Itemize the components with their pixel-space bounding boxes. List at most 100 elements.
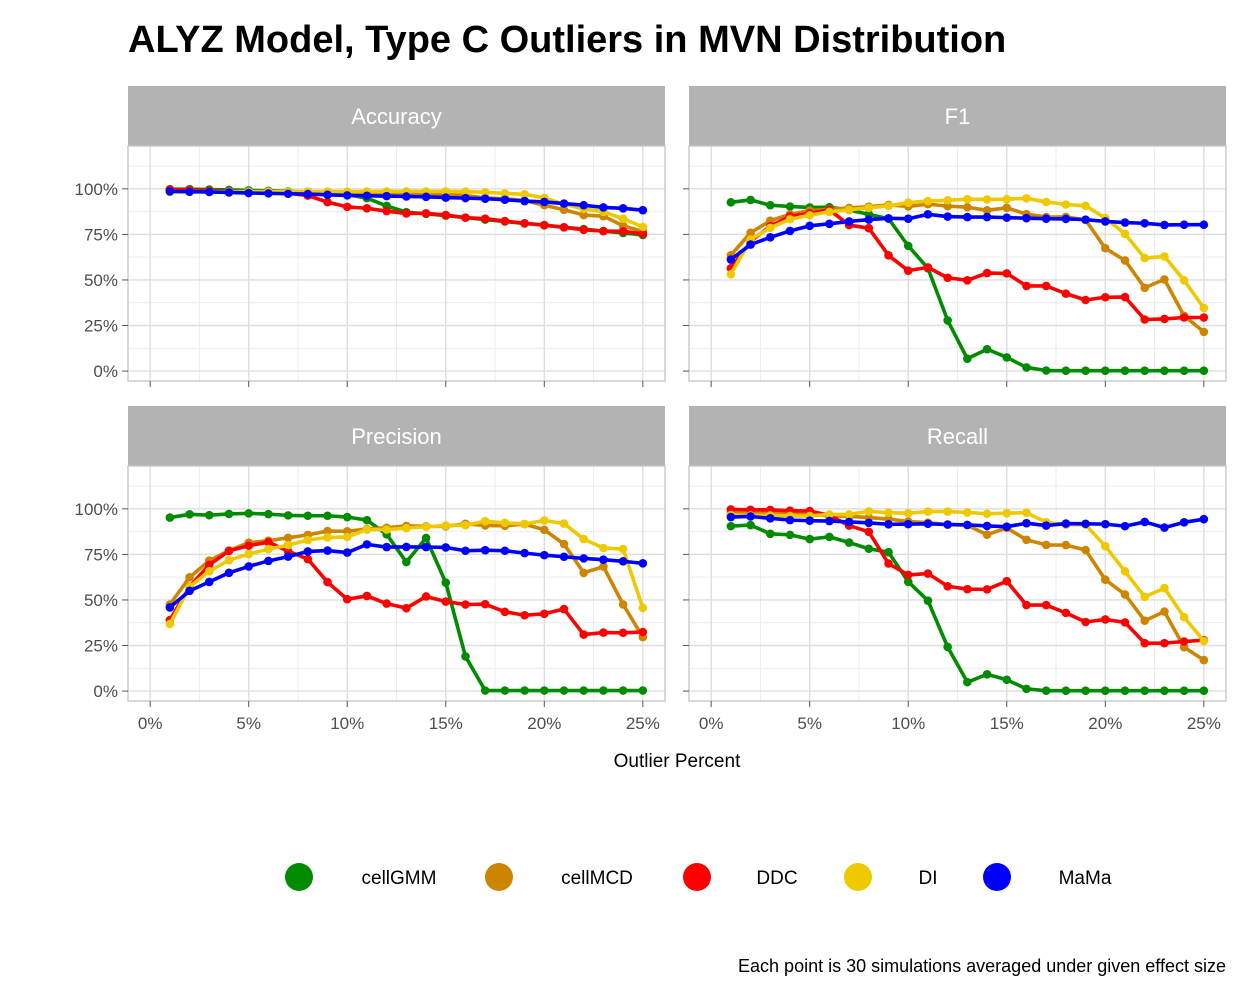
data-point-cellgmm [1160,366,1169,376]
data-point-mama [844,217,854,226]
data-point-mama [480,545,490,555]
strip-accuracy [128,86,665,146]
data-point-ddc [963,584,972,594]
data-point-di [884,508,893,517]
data-point-ddc [618,628,628,638]
data-point-cellmcd [579,210,589,220]
panel-f1: F1 [683,86,1227,387]
legend: cellGMM cellMCD DDC DI MaMa [285,863,1112,891]
legend-item-ddc: DDC [683,863,798,891]
data-point-cellgmm [618,686,628,695]
legend-item-cellgmm: cellGMM [285,863,436,891]
data-point-di [982,195,992,204]
data-point-cellgmm [303,511,313,521]
chart-title: ALYZ Model, Type C Outliers in MVN Distr… [128,19,1006,61]
y-tick-label: 100% [75,180,118,199]
data-point-mama [884,520,893,529]
data-point-cellgmm [244,509,254,518]
data-point-mama [579,554,589,563]
data-point-ddc [323,577,332,587]
data-point-di [559,519,569,528]
data-point-di [923,196,933,206]
data-point-ddc [382,206,391,216]
data-point-cellgmm [746,195,755,205]
data-point-di [825,207,834,217]
data-point-cellgmm [1140,686,1150,696]
data-point-mama [382,191,391,201]
data-point-di [1002,508,1012,518]
data-point-ddc [1120,292,1130,302]
data-point-ddc [923,263,933,272]
data-point-mama [1179,220,1189,230]
data-point-mama [765,233,775,242]
data-point-mama [520,196,529,206]
data-point-cellgmm [765,200,775,210]
x-axis-title: Outlier Percent [614,751,741,772]
data-point-mama [1199,514,1209,524]
data-point-cellgmm [785,530,795,540]
data-point-mama [805,221,815,231]
data-point-di [903,508,913,518]
panel-recall: Recall 0% 5% 10% 15% 20% 25% [683,406,1227,733]
series-cellgmm [165,509,648,695]
data-point-cellgmm [805,534,815,544]
data-point-mama [1081,215,1090,224]
data-point-mama [1160,220,1169,230]
data-point-di [1160,252,1169,261]
data-point-di [963,508,972,517]
data-point-cellgmm [903,577,913,587]
data-point-cellgmm [746,520,755,530]
legend-item-mama: MaMa [983,863,1112,891]
data-point-cellgmm [1041,686,1051,696]
data-point-ddc [1160,638,1169,648]
data-point-cellmcd [1199,655,1209,665]
x-tick-label: 10% [891,714,925,733]
data-point-cellgmm [204,510,214,520]
data-point-di [765,223,775,233]
data-point-cellgmm [1081,686,1090,696]
x-tick-label: 20% [1088,714,1122,733]
data-point-di [844,509,854,519]
data-point-cellgmm [323,511,332,521]
data-point-cellmcd [1120,590,1130,599]
data-point-ddc [1061,289,1071,298]
data-point-mama [244,188,254,198]
data-point-mama [224,568,234,578]
data-point-mama [461,546,470,556]
legend-label-mama: MaMa [1059,868,1112,889]
data-point-ddc [342,594,352,604]
series-ddc [165,537,648,639]
data-point-mama [943,520,952,529]
data-point-di [982,509,992,519]
data-point-mama [1061,519,1071,528]
data-point-ddc [441,210,451,220]
data-point-mama [923,519,933,529]
x-tick-label: 10% [330,714,364,733]
data-point-mama [1120,218,1130,227]
data-point-cellmcd [599,562,608,571]
strip-label-f1: F1 [945,104,971,129]
data-point-cellgmm [1140,366,1150,376]
data-point-mama [441,193,451,202]
data-point-cellgmm [844,538,854,547]
data-point-cellgmm [185,509,194,519]
data-point-di [382,525,391,534]
data-point-mama [539,550,549,560]
data-point-di [618,544,628,554]
data-point-cellgmm [1120,686,1130,696]
data-point-mama [963,520,972,530]
data-point-mama [963,212,972,222]
legend-item-cellmcd: cellMCD [485,863,633,891]
data-point-cellgmm [726,521,736,531]
data-point-ddc [1179,637,1189,646]
data-point-mama [323,546,332,555]
series-di [726,194,1209,313]
legend-key-cellmcd [485,863,513,891]
data-point-ddc [342,202,352,212]
data-point-cellmcd [746,228,755,238]
legend-item-di: DI [844,863,938,891]
data-point-cellmcd [1140,283,1150,293]
data-point-mama [342,191,352,200]
data-point-di [864,203,874,213]
data-point-cellmcd [579,568,589,578]
